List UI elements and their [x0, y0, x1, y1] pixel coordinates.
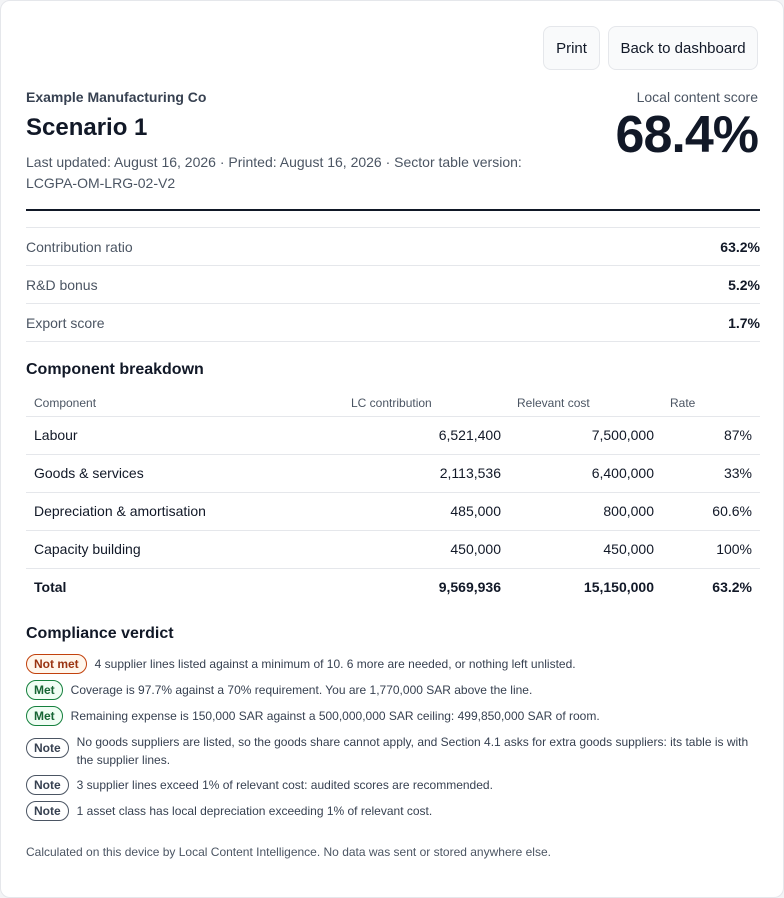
sector-table-version: LCGPA-OM-LRG-02-V2 [26, 175, 176, 191]
cell-lc-contribution: 6,521,400 [343, 416, 509, 455]
print-button[interactable]: Print [543, 26, 600, 70]
component-breakdown-table: Component LC contribution Relevant cost … [26, 390, 760, 606]
cell-total-relevant-cost: 15,150,000 [583, 579, 654, 596]
status-badge-not-met: Not met [26, 654, 87, 674]
score-label: Local content score [636, 89, 758, 105]
organization-name: Example Manufacturing Co [26, 89, 207, 105]
summary-value: 63.2% [720, 238, 760, 255]
cell-component: Goods & services [26, 454, 343, 493]
verdict-item: Met Remaining expense is 150,000 SAR aga… [26, 706, 760, 726]
cell-total-label: Total [34, 579, 67, 596]
page-title: Scenario 1 [26, 114, 148, 141]
table-header-row: Component LC contribution Relevant cost … [26, 390, 760, 417]
divider [26, 209, 760, 211]
verdict-text: 4 supplier lines listed against a minimu… [94, 657, 576, 671]
back-to-dashboard-button[interactable]: Back to dashboard [608, 26, 758, 70]
cell-lc-contribution: 485,000 [343, 492, 509, 531]
compliance-verdict-heading: Compliance verdict [26, 625, 174, 642]
verdict-text: 1 asset class has local depreciation exc… [76, 804, 433, 818]
cell-rate: 33% [662, 454, 760, 493]
score-summary: Contribution ratio 63.2% R&D bonus 5.2% … [26, 227, 760, 342]
column-header-lc-contribution: LC contribution [343, 390, 509, 417]
table-row: Goods & services 2,113,536 6,400,000 33% [26, 454, 760, 493]
cell-rate: 100% [662, 530, 760, 569]
meta-line: Last updated: August 16, 2026 · Printed:… [26, 154, 522, 170]
status-badge-met: Met [26, 680, 63, 700]
report-meta: Last updated: August 16, 2026 · Printed:… [26, 152, 566, 194]
verdict-item: Met Coverage is 97.7% against a 70% requ… [26, 680, 760, 700]
cell-component: Depreciation & amortisation [26, 492, 343, 531]
summary-row-export-score: Export score 1.7% [26, 304, 760, 342]
cell-component: Labour [26, 416, 343, 455]
cell-rate: 87% [662, 416, 760, 455]
table-row: Capacity building 450,000 450,000 100% [26, 530, 760, 569]
table-row: Labour 6,521,400 7,500,000 87% [26, 416, 760, 455]
summary-value: 1.7% [728, 314, 760, 331]
verdict-item: Note 3 supplier lines exceed 1% of relev… [26, 775, 760, 795]
status-badge-met: Met [26, 706, 63, 726]
column-header-rate: Rate [662, 390, 760, 417]
cell-lc-contribution: 2,113,536 [343, 454, 509, 493]
summary-label: Contribution ratio [26, 238, 133, 255]
verdict-item: Note No goods suppliers are listed, so t… [26, 732, 760, 769]
footer-note: Calculated on this device by Local Conte… [26, 845, 551, 859]
status-badge-note: Note [26, 775, 69, 795]
summary-label: R&D bonus [26, 276, 98, 293]
verdict-text: 3 supplier lines exceed 1% of relevant c… [76, 778, 493, 792]
cell-relevant-cost: 800,000 [509, 492, 662, 531]
cell-relevant-cost: 7,500,000 [509, 416, 662, 455]
toolbar: Print Back to dashboard [543, 26, 758, 70]
summary-value: 5.2% [728, 276, 760, 293]
table-total-row: Total 9,569,936 15,150,000 63.2% [26, 568, 760, 606]
cell-component: Capacity building [26, 530, 343, 569]
verdict-text: Remaining expense is 150,000 SAR against… [70, 709, 600, 723]
cell-relevant-cost: 450,000 [509, 530, 662, 569]
cell-total-lc-contribution: 9,569,936 [438, 579, 501, 596]
cell-rate: 60.6% [662, 492, 760, 531]
status-badge-note: Note [26, 738, 69, 758]
compliance-verdict-list: Not met 4 supplier lines listed against … [26, 654, 760, 827]
cell-total-rate: 63.2% [712, 579, 752, 596]
summary-row-contribution-ratio: Contribution ratio 63.2% [26, 228, 760, 266]
verdict-item: Note 1 asset class has local depreciatio… [26, 801, 760, 821]
verdict-text: Coverage is 97.7% against a 70% requirem… [70, 683, 533, 697]
column-header-component: Component [26, 390, 343, 417]
summary-row-rd-bonus: R&D bonus 5.2% [26, 266, 760, 304]
verdict-item: Not met 4 supplier lines listed against … [26, 654, 760, 674]
table-row: Depreciation & amortisation 485,000 800,… [26, 492, 760, 531]
cell-lc-contribution: 450,000 [343, 530, 509, 569]
status-badge-note: Note [26, 801, 69, 821]
cell-relevant-cost: 6,400,000 [509, 454, 662, 493]
component-breakdown-heading: Component breakdown [26, 361, 204, 378]
verdict-text: No goods suppliers are listed, so the go… [76, 735, 749, 767]
column-header-relevant-cost: Relevant cost [509, 390, 662, 417]
score-value: 68.4% [615, 106, 759, 164]
summary-label: Export score [26, 314, 105, 331]
